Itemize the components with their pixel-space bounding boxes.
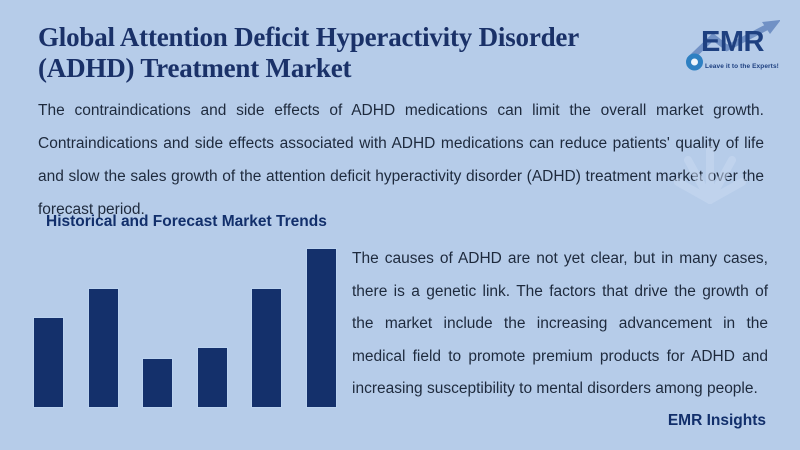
- emr-logo: EMR Leave it to the Experts!: [683, 20, 795, 74]
- bar: [196, 347, 228, 408]
- body-paragraph: The causes of ADHD are not yet clear, bu…: [352, 250, 768, 397]
- page-title-line-2: (ADHD) Treatment Market: [38, 53, 352, 83]
- section-heading: Historical and Forecast Market Trends: [46, 213, 327, 230]
- page-title-line-1: Global Attention Deficit Hyperactivity D…: [38, 22, 580, 52]
- logo-circle-icon: [686, 53, 703, 71]
- bar: [87, 288, 119, 408]
- emr-logo-text: EMR: [701, 26, 764, 58]
- bar: [33, 317, 64, 408]
- logo-arrow-icon: [686, 20, 780, 71]
- footer-brand-label: EMR Insights: [667, 412, 766, 429]
- trend-bar-chart: [33, 248, 337, 408]
- intro-paragraph: The contraindications and side effects o…: [38, 102, 764, 218]
- page-title: Global Attention Deficit Hyperactivity D…: [38, 22, 698, 84]
- bar: [142, 358, 174, 408]
- bar: [305, 248, 337, 408]
- bar: [251, 288, 283, 408]
- emr-logo-tagline: Leave it to the Experts!: [705, 63, 779, 70]
